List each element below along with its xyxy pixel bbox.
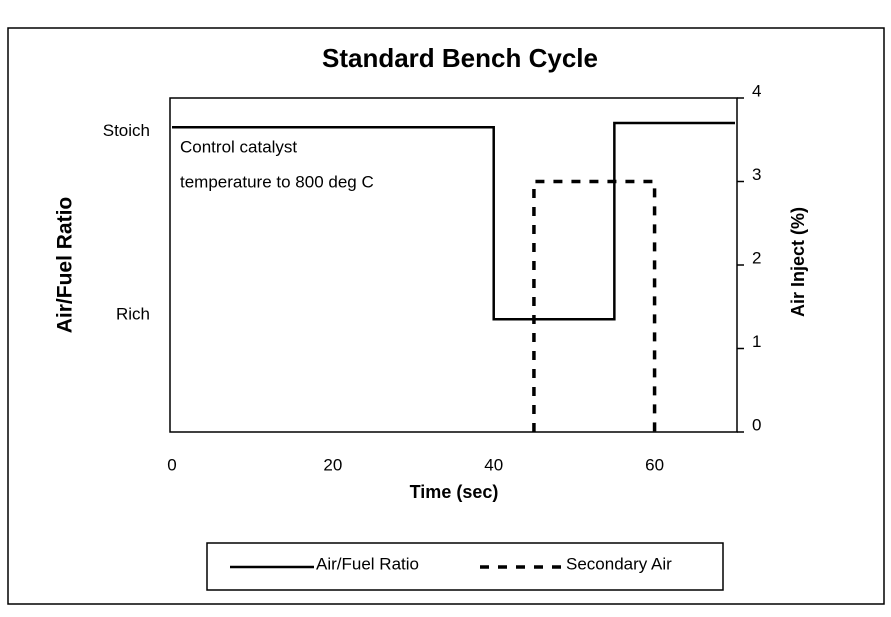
annotation: temperature to 800 deg C — [180, 172, 374, 191]
y-tick-label: Rich — [116, 305, 150, 324]
y2-tick-label: 4 — [752, 81, 761, 100]
y2-tick-label: 1 — [752, 332, 761, 351]
y2-tick-label: 2 — [752, 248, 761, 267]
series-line — [172, 121, 735, 321]
y2-tick-label: 0 — [752, 415, 761, 434]
legend-label: Secondary Air — [566, 554, 672, 573]
y-axis-label: Air/Fuel Ratio — [54, 197, 77, 334]
x-tick-label: 60 — [645, 455, 664, 474]
y-tick-label: Stoich — [103, 121, 150, 140]
y2-tick-label: 3 — [752, 165, 761, 184]
x-tick-label: 20 — [323, 455, 342, 474]
x-tick-label: 40 — [484, 455, 503, 474]
x-tick-label: 0 — [167, 455, 176, 474]
series-line — [532, 179, 657, 432]
y2-axis-label: Air Inject (%) — [788, 207, 808, 317]
chart-border — [7, 27, 885, 605]
chart-title: Standard Bench Cycle — [322, 43, 598, 73]
x-axis-label: Time (sec) — [410, 482, 499, 502]
legend-label: Air/Fuel Ratio — [316, 554, 419, 573]
annotation: Control catalyst — [180, 137, 297, 156]
